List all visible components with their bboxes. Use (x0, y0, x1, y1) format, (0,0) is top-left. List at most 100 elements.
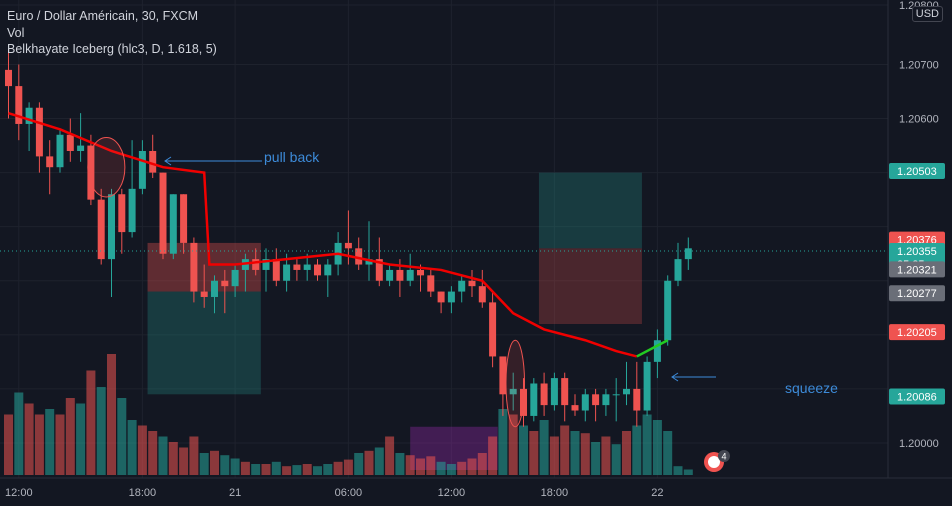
volume-bar (282, 466, 292, 475)
time-tick-label: 18:00 (129, 487, 157, 499)
volume-bar (251, 464, 261, 475)
candle-body (571, 405, 579, 411)
time-tick-label: 12:00 (438, 487, 466, 499)
volume-bar (86, 370, 96, 475)
candle-body (623, 388, 630, 395)
candle-body (550, 378, 558, 406)
volume-bar (385, 436, 395, 475)
volume-bar (14, 392, 24, 475)
volume-bar (560, 425, 570, 475)
indicator-line (8, 111, 638, 358)
candle-body (5, 69, 12, 87)
volume-bar (34, 414, 44, 475)
candle-body (406, 269, 414, 281)
volume-bar (549, 436, 559, 475)
candle-body (87, 145, 95, 200)
candle-body (643, 361, 651, 411)
candle-body (118, 194, 126, 233)
candle-body (458, 280, 466, 292)
time-tick-label: 18:00 (541, 487, 569, 499)
volume-bar (76, 403, 86, 475)
currency-button[interactable]: USD (911, 6, 943, 22)
legend-indicator: Belkhayate Iceberg (hlc3, D, 1.618, 5) (7, 42, 217, 56)
volume-bar (508, 414, 518, 475)
candle-body (592, 394, 600, 406)
highlight-ellipse (87, 136, 126, 198)
candle-body (262, 259, 270, 270)
volume-bar (426, 456, 436, 475)
candle-body (190, 242, 198, 292)
candle-body (427, 275, 435, 292)
volume-bar (24, 403, 34, 475)
volume-bar (652, 420, 662, 475)
candle-body (530, 383, 538, 416)
candle-body (314, 264, 321, 276)
price-tick-label: 1.20000 (899, 438, 939, 450)
position-box (538, 248, 642, 325)
volume-bar (663, 431, 673, 475)
candle-body (386, 269, 394, 281)
candle-body (221, 280, 229, 287)
candle-body (15, 86, 23, 124)
pull-back-annotation: pull back (264, 149, 320, 165)
chart-legend: Euro / Dollar Américain, 30, FXCM Vol Be… (7, 8, 217, 58)
notification-badge (718, 450, 730, 462)
volume-bar (611, 444, 621, 475)
volume-bar (179, 447, 189, 475)
volume-bar (4, 414, 13, 475)
candle-body (200, 291, 208, 297)
candle-body (283, 264, 291, 281)
volume-bar (364, 450, 374, 475)
candle-body (561, 378, 569, 406)
volume-bar (158, 436, 168, 475)
price-label: 1.20277 (897, 288, 937, 300)
legend-title: Euro / Dollar Américain, 30, FXCM (7, 9, 199, 23)
candle-body (272, 259, 280, 281)
time-tick-label: 12:00 (5, 487, 33, 499)
volume-bar (333, 461, 343, 475)
candle-body (169, 194, 177, 254)
notification-avatar-inner (708, 456, 720, 468)
volume-bar (683, 469, 693, 475)
position-box (147, 291, 261, 395)
pull-back-arrowhead (164, 156, 172, 166)
price-label: 1.20503 (897, 166, 937, 178)
volume-bar (539, 420, 549, 475)
candle-body (664, 280, 672, 341)
candle-body (684, 248, 692, 260)
candle-body (540, 383, 548, 406)
price-tick-label: 1.20700 (899, 59, 939, 71)
price-label: 1.20355 (897, 246, 937, 258)
candle-body (149, 150, 157, 173)
candle-body (612, 394, 620, 396)
candle-body (509, 388, 517, 395)
candle-body (46, 156, 54, 168)
volume-bar (622, 431, 631, 475)
volume-bar (673, 466, 683, 475)
volume-bar (416, 458, 425, 475)
position-box (538, 172, 642, 249)
volume-bar (107, 354, 116, 475)
volume-bar (488, 436, 498, 475)
volume-bar (519, 425, 528, 475)
candle-body (159, 172, 167, 254)
candle-body (66, 134, 74, 151)
price-label-bg (889, 324, 945, 341)
candle-body (108, 194, 115, 260)
volume-bar (529, 431, 539, 475)
candle-body (375, 259, 383, 281)
volume-bar (343, 459, 353, 475)
candle-body (252, 259, 260, 270)
volume-bar (498, 409, 508, 475)
price-label-bg (889, 285, 945, 302)
notification-count: 4 (721, 452, 726, 462)
candle-body (344, 242, 352, 249)
volume-bar (601, 436, 611, 475)
volume-bar (240, 461, 250, 475)
volume-bar (436, 461, 446, 475)
candle-body (499, 356, 507, 395)
volume-bar (292, 465, 302, 475)
volume-bar (96, 387, 106, 475)
candle-body (231, 269, 239, 287)
